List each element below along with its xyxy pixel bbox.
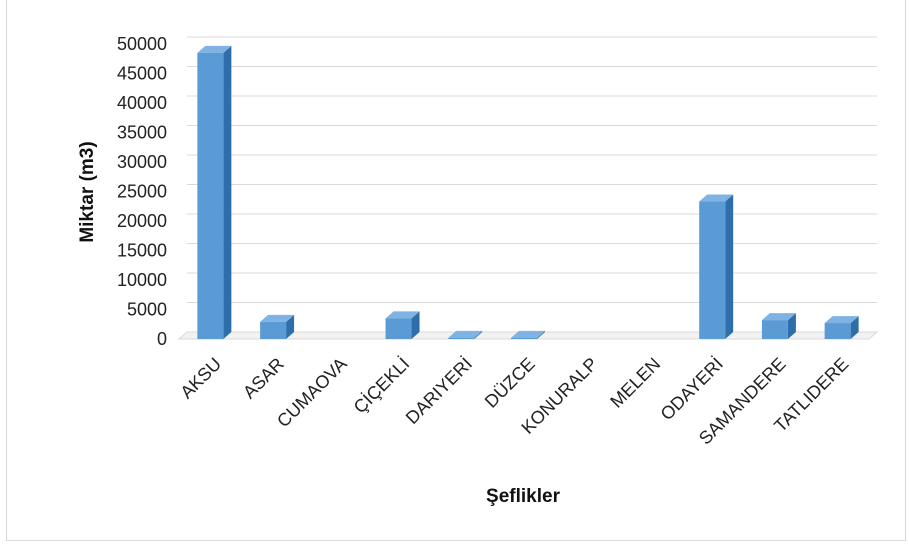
y-tick-label: 5000 [127, 300, 167, 320]
bar-side [286, 314, 295, 339]
bar [197, 45, 232, 339]
bar-side [725, 194, 734, 339]
chart-frame: 0 5000 10000 15000 20000 25000 30000 35000 40000… [6, 0, 906, 541]
x-tick-label: AKSU [176, 354, 225, 403]
bar-front [385, 318, 412, 339]
bar [824, 316, 859, 339]
bar-front [197, 52, 224, 339]
bar-side [850, 316, 859, 339]
y-axis-title: Miktar (m3) [77, 141, 98, 242]
y-tick-label: 45000 [117, 64, 167, 84]
bar [699, 194, 734, 339]
bar-side [474, 330, 483, 339]
bar-top [385, 311, 420, 319]
bar-top [260, 314, 295, 322]
y-tick-label: 20000 [117, 211, 167, 231]
y-axis-ticks: 0 5000 10000 15000 20000 25000 30000 35000 40000… [117, 34, 167, 349]
bar-top [511, 330, 545, 338]
bar-side [787, 313, 796, 339]
y-tick-label: 50000 [117, 34, 167, 54]
y-tick-label: 10000 [117, 270, 167, 290]
bar [511, 330, 545, 339]
bars [197, 45, 859, 339]
bar-side [411, 311, 420, 339]
bar-chart: 0 5000 10000 15000 20000 25000 30000 35000 40000… [77, 34, 879, 507]
y-tick-label: 30000 [117, 152, 167, 172]
bar-front [824, 323, 851, 339]
x-tick-label: DÜZCE [481, 354, 539, 412]
bar-front [511, 337, 537, 339]
bar [385, 311, 420, 339]
bar-top [761, 313, 796, 321]
y-tick-label: 40000 [117, 93, 167, 113]
bar [448, 330, 483, 339]
bar-top [448, 330, 483, 338]
bar-front [448, 337, 475, 339]
bar-side [537, 330, 545, 339]
x-tick-label: DARIYERİ [402, 354, 476, 428]
x-tick-label: MELEN [606, 354, 664, 412]
bar-top [197, 45, 232, 53]
y-tick-label: 25000 [117, 182, 167, 202]
bar-front [699, 201, 726, 339]
y-tick-label: 15000 [117, 241, 167, 261]
bar-front [761, 320, 788, 339]
y-tick-label: 35000 [117, 123, 167, 143]
bar-top [699, 194, 734, 202]
bar-front [260, 321, 287, 339]
x-axis-title: Şeflikler [486, 486, 561, 507]
bar-side [223, 45, 232, 339]
x-tick-label: ÇİÇEKLİ [350, 354, 414, 418]
gridlines [177, 36, 879, 340]
bar [761, 313, 796, 339]
y-tick-label: 0 [157, 329, 167, 349]
bar [260, 314, 295, 339]
bar-top [824, 316, 859, 324]
x-tick-label: ASAR [239, 354, 288, 403]
